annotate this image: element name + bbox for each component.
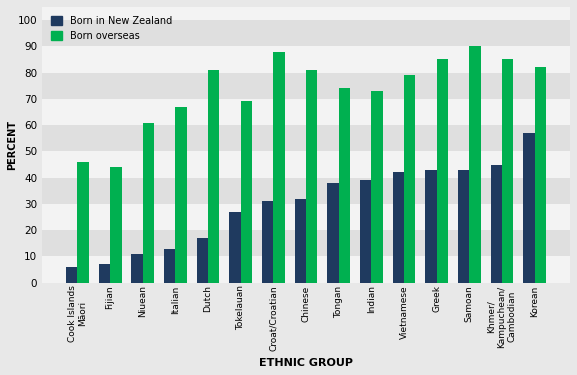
Bar [295,199,306,283]
Bar [208,70,219,283]
Bar [42,125,570,152]
Bar [143,123,154,283]
Bar [42,152,570,178]
Bar [42,46,570,73]
Bar [469,46,481,283]
Bar [229,212,241,283]
Bar [360,180,372,283]
Bar [273,52,285,283]
Bar [523,133,535,283]
Bar [458,170,469,283]
Bar [241,102,252,283]
Bar [262,201,273,283]
Bar [99,264,110,283]
Bar [437,60,448,283]
Bar [490,165,502,283]
Bar [392,172,404,283]
Bar [535,68,546,283]
Bar [372,91,383,283]
Bar [42,256,570,283]
Bar [164,249,175,283]
Bar [175,107,187,283]
Bar [42,73,570,99]
Bar [42,7,570,20]
Bar [66,267,77,283]
Bar [327,183,339,283]
Bar [404,75,415,283]
Bar [306,70,317,283]
Bar [42,99,570,125]
Bar [77,162,89,283]
Bar [132,254,143,283]
Bar [110,167,122,283]
Y-axis label: PERCENT: PERCENT [7,120,17,170]
Bar [42,178,570,204]
Bar [42,20,570,46]
Bar [42,204,570,230]
Bar [502,60,514,283]
Legend: Born in New Zealand, Born overseas: Born in New Zealand, Born overseas [47,12,177,45]
Bar [197,238,208,283]
Bar [339,88,350,283]
X-axis label: ETHNIC GROUP: ETHNIC GROUP [259,358,353,368]
Bar [42,230,570,256]
Bar [425,170,437,283]
